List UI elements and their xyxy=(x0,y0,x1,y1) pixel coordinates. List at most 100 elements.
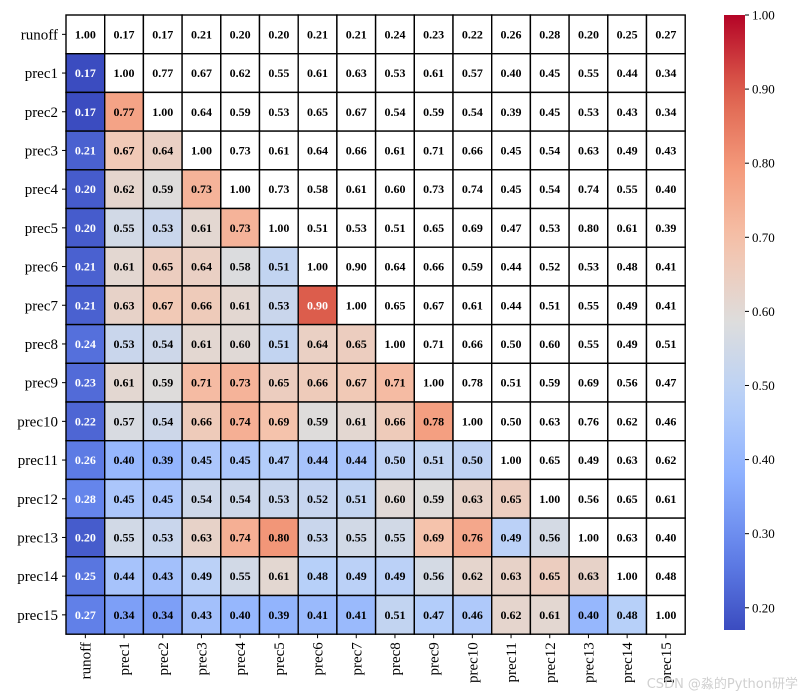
heatmap-cell-value: 0.63 xyxy=(578,569,599,583)
heatmap-cell-prec3-prec7 xyxy=(336,130,377,171)
heatmap-cell-value: 0.65 xyxy=(539,569,560,583)
heatmap-cell-value: 0.65 xyxy=(307,105,328,119)
colorbar-tick-label: 1.00 xyxy=(752,8,775,23)
y-tick-label: prec10 xyxy=(17,414,58,430)
heatmap-cell-value: 0.77 xyxy=(114,105,135,119)
heatmap-cell-value: 0.65 xyxy=(501,492,522,506)
heatmap-cell-prec7-prec2 xyxy=(142,285,183,326)
heatmap-cell-value: 0.62 xyxy=(655,453,676,467)
heatmap-cell-value: 0.22 xyxy=(75,414,96,428)
heatmap-cell-value: 1.00 xyxy=(346,298,367,312)
heatmap-cell-value: 0.56 xyxy=(578,492,599,506)
heatmap-cell-value: 0.63 xyxy=(617,530,638,544)
heatmap-cell-prec14-prec14 xyxy=(607,556,648,597)
heatmap-cell-value: 0.54 xyxy=(384,105,405,119)
heatmap-cell-value: 1.00 xyxy=(617,569,638,583)
heatmap-cell-value: 0.41 xyxy=(655,260,676,274)
heatmap-cell-value: 0.66 xyxy=(384,414,405,428)
heatmap-cell-value: 0.48 xyxy=(617,608,638,622)
heatmap-cell-prec12-prec6 xyxy=(297,478,338,519)
heatmap-cell-value: 0.64 xyxy=(152,143,173,157)
y-tick-label: prec9 xyxy=(25,376,58,392)
heatmap-cell-value: 0.39 xyxy=(655,221,676,235)
heatmap-cell-value: 0.55 xyxy=(617,182,638,196)
heatmap-cell-value: 0.69 xyxy=(268,414,289,428)
heatmap-cell-prec11-prec2 xyxy=(142,440,183,481)
heatmap-cell-value: 0.57 xyxy=(114,414,135,428)
heatmap-cell-prec3-prec12 xyxy=(529,130,570,171)
heatmap-cell-value: 0.65 xyxy=(346,337,367,351)
heatmap-cell-value: 0.49 xyxy=(501,530,522,544)
heatmap-cell-value: 0.63 xyxy=(114,298,135,312)
heatmap-cell-value: 0.66 xyxy=(462,337,483,351)
colorbar-tick-label: 0.80 xyxy=(752,156,775,171)
heatmap-cell-value: 0.51 xyxy=(423,453,444,467)
heatmap-cell-prec1-prec14 xyxy=(607,53,648,94)
heatmap-cell-prec1-prec12 xyxy=(529,53,570,94)
heatmap-cell-prec13-prec2 xyxy=(142,517,183,558)
heatmap-cell-value: 0.40 xyxy=(578,608,599,622)
heatmap-cell-value: 0.25 xyxy=(75,569,96,583)
heatmap-cell-value: 0.61 xyxy=(462,298,483,312)
heatmap-cell-value: 0.51 xyxy=(268,337,289,351)
heatmap-cell-value: 0.61 xyxy=(655,492,676,506)
heatmap-cell-value: 0.52 xyxy=(307,492,328,506)
heatmap-cell-value: 0.71 xyxy=(423,337,444,351)
heatmap-cell-prec7-prec3 xyxy=(181,285,222,326)
heatmap-cell-value: 0.54 xyxy=(152,337,173,351)
heatmap-cell-value: 0.45 xyxy=(191,453,212,467)
heatmap-cell-value: 0.43 xyxy=(191,608,212,622)
heatmap-cell-value: 0.45 xyxy=(539,66,560,80)
heatmap-cell-value: 0.61 xyxy=(346,414,367,428)
colorbar-tick-label: 0.30 xyxy=(752,526,775,541)
heatmap-cell-value: 1.00 xyxy=(152,105,173,119)
heatmap-cell-value: 0.17 xyxy=(114,27,135,41)
heatmap-cell-value: 0.59 xyxy=(152,182,173,196)
heatmap-cell-prec14-prec1 xyxy=(103,556,145,597)
heatmap-cell-value: 0.64 xyxy=(384,260,405,274)
heatmap-cell-value: 0.60 xyxy=(384,182,405,196)
heatmap-cell-value: 1.00 xyxy=(578,530,599,544)
colorbar-tick-label: 0.90 xyxy=(752,82,775,97)
heatmap-cell-prec6-prec2 xyxy=(142,246,183,287)
heatmap-cell-prec8-prec5 xyxy=(258,323,299,365)
heatmap-cell-value: 0.63 xyxy=(462,492,483,506)
heatmap-cell-value: 0.54 xyxy=(191,492,212,506)
heatmap-cell-value: 0.53 xyxy=(268,298,289,312)
heatmap-cell-runoff-prec5 xyxy=(258,14,299,55)
heatmap-cell-prec3-prec2 xyxy=(142,130,183,171)
heatmap-cell-value: 0.45 xyxy=(539,105,560,119)
heatmap-cell-prec5-prec7 xyxy=(336,207,377,248)
heatmap-cell-value: 0.44 xyxy=(501,260,522,274)
heatmap-cell-value: 0.76 xyxy=(462,530,483,544)
heatmap-cell-value: 0.53 xyxy=(578,105,599,119)
heatmap-cell-value: 0.64 xyxy=(191,260,212,274)
heatmap-cell-value: 0.74 xyxy=(462,182,483,196)
heatmap-cell-value: 0.24 xyxy=(75,337,96,351)
heatmap-cell-value: 0.50 xyxy=(462,453,483,467)
y-tick-label: prec14 xyxy=(17,569,58,585)
heatmap-cell-value: 0.62 xyxy=(501,608,522,622)
heatmap-cell-value: 0.78 xyxy=(462,376,483,390)
heatmap-cell-value: 0.59 xyxy=(307,414,328,428)
heatmap-cell-value: 0.47 xyxy=(268,453,289,467)
heatmap-cell-value: 0.63 xyxy=(191,530,212,544)
heatmap-cell-prec4-prec7 xyxy=(336,169,377,210)
heatmap-cell-value: 0.74 xyxy=(230,530,251,544)
heatmap-cell-value: 0.55 xyxy=(230,569,251,583)
heatmap-cell-value: 0.61 xyxy=(307,66,328,80)
heatmap-cell-value: 0.20 xyxy=(268,27,289,41)
heatmap-cell-value: 0.67 xyxy=(346,376,367,390)
colorbar-tick-label: 0.60 xyxy=(752,304,775,319)
heatmap-cell-prec12-prec9 xyxy=(413,478,454,519)
heatmap-cell-value: 0.73 xyxy=(230,143,251,157)
heatmap-cell-value: 0.49 xyxy=(346,569,367,583)
heatmap-cell-prec12-prec15 xyxy=(645,478,686,519)
heatmap-cell-prec3-prec15 xyxy=(645,130,686,171)
heatmap-cell-value: 0.48 xyxy=(655,569,676,583)
heatmap-cell-value: 0.73 xyxy=(268,182,289,196)
heatmap-cell-value: 0.45 xyxy=(501,182,522,196)
colorbar-gradient xyxy=(724,15,745,630)
heatmap-cell-value: 0.90 xyxy=(346,260,367,274)
heatmap-cell-value: 0.21 xyxy=(75,143,96,157)
